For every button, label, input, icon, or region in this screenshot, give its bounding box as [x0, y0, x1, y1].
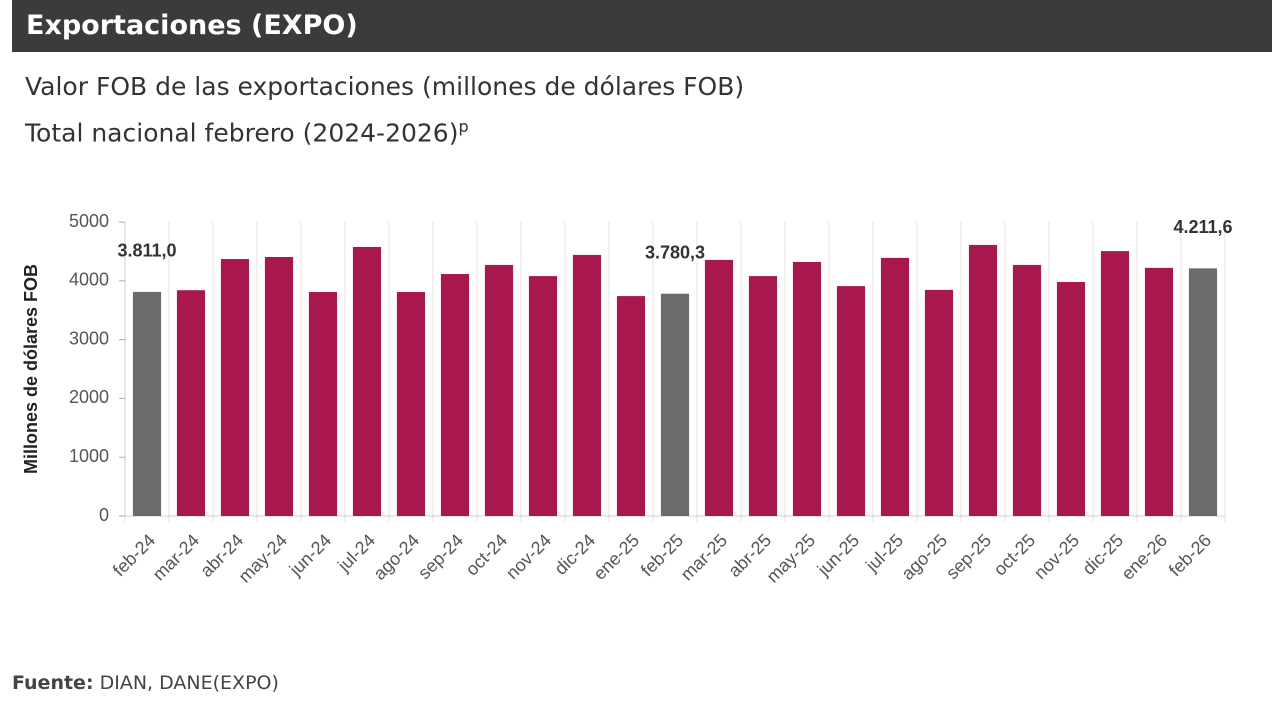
x-tick-label: feb-26 [1165, 530, 1215, 580]
x-tick-label: sep-25 [942, 530, 995, 583]
subtitle2: Total nacional febrero (2024-2026) [25, 118, 459, 148]
bar [1188, 268, 1218, 516]
x-tick-label: may-24 [235, 530, 292, 587]
y-tick-label: 0 [99, 505, 109, 525]
x-tick-label: may-25 [763, 530, 820, 587]
subtitle: Valor FOB de las exportaciones (millones… [25, 72, 745, 101]
bar [704, 259, 734, 516]
subtitle-line: Total nacional febrero (2024-2026)p [25, 117, 469, 147]
bar [440, 274, 470, 516]
x-tick-label: oct-24 [462, 530, 512, 580]
bar [616, 296, 646, 516]
source-text: DIAN, DANE(EXPO) [99, 672, 279, 694]
x-tick-label: ene-25 [589, 530, 643, 584]
x-tick-label: jun-25 [813, 530, 863, 580]
x-tick-label: mar-24 [149, 530, 203, 584]
x-tick-label: ago-24 [369, 530, 423, 584]
bar [132, 291, 162, 516]
bar [660, 293, 690, 516]
y-tick-label: 1000 [69, 446, 109, 466]
bar [176, 290, 206, 516]
bar [1144, 267, 1174, 516]
source-label: Fuente: [12, 672, 94, 694]
y-tick-label: 3000 [69, 328, 109, 348]
bar [352, 246, 382, 517]
source: Fuente: DIAN, DANE(EXPO) [12, 672, 279, 694]
bar [924, 289, 954, 516]
y-tick-label: 5000 [69, 211, 109, 231]
x-tick-label: ene-26 [1117, 530, 1171, 584]
bar [572, 254, 602, 517]
x-tick-label: oct-25 [990, 530, 1040, 580]
x-tick-label: nov-25 [1030, 530, 1083, 583]
header-bar: Exportaciones (EXPO) [12, 0, 1272, 52]
x-tick-label: ago-25 [897, 530, 951, 584]
y-tick-label: 4000 [69, 270, 109, 290]
value-label: 3.811,0 [117, 241, 176, 261]
bar [1056, 281, 1086, 516]
bar [528, 276, 558, 516]
bar [308, 291, 338, 516]
x-tick-label: sep-24 [414, 530, 467, 583]
bar [880, 257, 910, 516]
x-tick-label: jun-24 [285, 530, 335, 580]
bar [264, 256, 294, 516]
y-tick-label: 2000 [69, 387, 109, 407]
header-title: Exportaciones (EXPO) [26, 10, 358, 41]
value-label: 3.780,3 [645, 242, 705, 262]
y-axis-title: Millones de dólares FOB [21, 264, 41, 474]
bar [792, 261, 822, 516]
bar [1012, 264, 1042, 516]
bar [968, 244, 998, 516]
subtitle2-sup: p [458, 117, 469, 136]
x-tick-label: mar-25 [677, 530, 731, 584]
bar [220, 259, 250, 516]
x-tick-label: nov-24 [502, 530, 555, 583]
bar [484, 264, 514, 516]
bar [1100, 251, 1130, 516]
value-label: 4.211,6 [1173, 217, 1232, 237]
bar [836, 286, 866, 516]
bar [748, 276, 778, 516]
bar [396, 291, 426, 516]
